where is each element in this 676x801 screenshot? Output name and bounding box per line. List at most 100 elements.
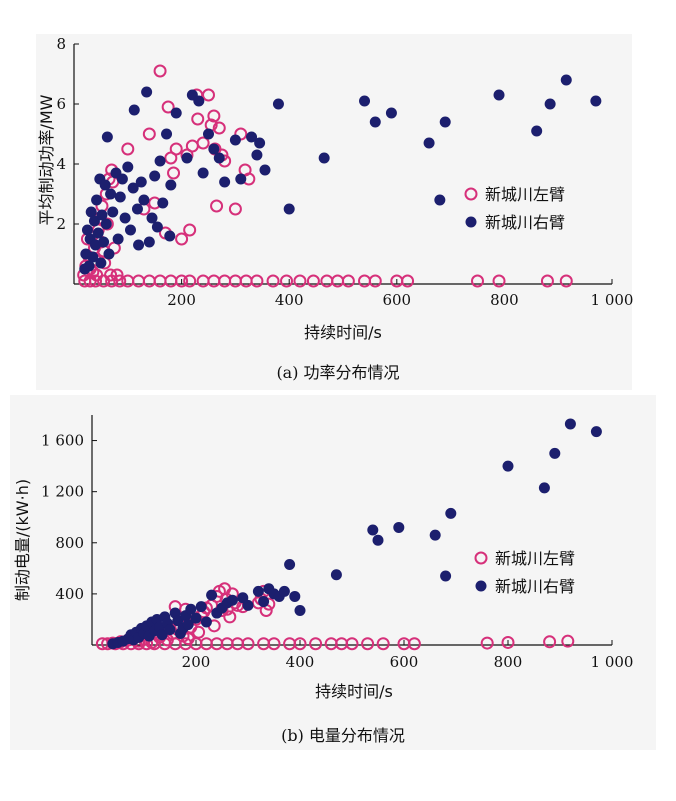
chart-a-point-right <box>229 134 241 146</box>
chart-b-legend-label-left: 新城川左臂 <box>495 549 575 568</box>
chart-b-point-right <box>190 612 202 624</box>
chart-a-point-right <box>101 131 113 143</box>
chart-a-point-right <box>272 98 284 110</box>
chart-a-point-right <box>318 152 330 164</box>
chart-a-point-left <box>331 274 345 288</box>
chart-a-point-left <box>196 274 210 288</box>
chart-b-point-right <box>242 599 254 611</box>
chart-a-point-right <box>283 203 295 215</box>
chart-a-y-ticks: 2 4 6 8 <box>56 35 79 233</box>
chart-a-point-left <box>164 274 178 288</box>
chart-a-point-right <box>203 128 214 140</box>
chart-a-point-right <box>124 224 136 236</box>
chart-a-point-right <box>141 86 153 98</box>
chart-a-point-left <box>132 274 146 288</box>
chart-a-point-left <box>121 274 135 288</box>
chart-b-point-right <box>549 447 561 459</box>
chart-a-point-right <box>544 98 556 110</box>
chart-b: 200 400 600 800 1 000 400 800 1 200 1 600 持续时间/… <box>13 415 633 745</box>
chart-a-point-right <box>114 191 126 203</box>
chart-a-point-left <box>105 274 119 288</box>
chart-b-point-right <box>182 619 194 631</box>
chart-b-point-right <box>156 629 168 641</box>
chart-a-point-right <box>251 149 263 161</box>
chart-a-point-right <box>83 260 95 272</box>
chart-b-y-tick-label: 400 <box>55 585 84 603</box>
chart-b-point-left <box>480 636 494 650</box>
chart-a-point-right <box>213 152 225 164</box>
chart-a-point-right <box>590 95 602 107</box>
chart-b-y-axis-title: 制动电量/(kW·h) <box>13 479 32 601</box>
chart-a-x-tick-label: 800 <box>490 291 519 309</box>
chart-a-point-left <box>169 142 183 156</box>
chart-a-y-tick-label: 2 <box>56 215 66 233</box>
chart-a-point-left <box>97 274 111 288</box>
chart-b-point-right <box>252 585 264 597</box>
chart-b-point-right <box>289 590 301 602</box>
chart-b-point-right <box>206 589 218 601</box>
chart-a-point-left <box>540 274 554 288</box>
chart-a-point-right <box>157 197 169 209</box>
chart-b-point-left <box>267 637 281 651</box>
chart-a-point-right <box>91 194 103 206</box>
chart-a-point-left <box>358 274 372 288</box>
chart-a-point-right <box>259 164 271 176</box>
chart-a-point-right <box>95 257 107 269</box>
chart-a-point-left <box>89 274 103 288</box>
chart-b-point-left <box>309 637 323 651</box>
chart-b-point-right <box>278 585 290 597</box>
chart-a-point-left <box>142 274 156 288</box>
chart-a-point-right <box>128 104 140 116</box>
chart-a-point-left <box>175 232 189 246</box>
chart-a-point-left <box>83 274 97 288</box>
chart-a-legend-marker-right <box>465 216 477 228</box>
chart-a-points <box>77 64 602 288</box>
chart-a-point-right <box>246 131 258 143</box>
chart-b-point-right <box>538 482 550 494</box>
chart-a-legend-label-right: 新城川右臂 <box>485 213 565 232</box>
chart-b-point-left <box>324 637 338 651</box>
chart-b-point-left <box>220 637 234 651</box>
chart-a-point-right <box>151 221 163 233</box>
chart-a-point-right <box>107 206 119 218</box>
chart-a-point-right <box>131 203 143 215</box>
chart-b-point-left <box>241 637 255 651</box>
chart-a-point-left <box>212 121 226 135</box>
chart-a-y-axis-title: 平均制动功率/MW <box>37 94 56 225</box>
chart-a-point-right <box>161 128 173 140</box>
chart-b-point-right <box>284 559 296 570</box>
chart-b-point-left <box>376 637 390 651</box>
chart-b-point-left <box>210 637 224 651</box>
chart-a-point-right <box>133 239 145 251</box>
chart-b-x-tick-label: 800 <box>494 653 523 671</box>
chart-a-point-left <box>113 274 127 288</box>
chart-a-point-right <box>127 182 139 194</box>
chart-b-legend: 新城川左臂 新城川右臂 <box>474 549 575 596</box>
chart-b-point-right <box>564 418 576 430</box>
chart-a-point-right <box>197 167 209 179</box>
chart-a-x-ticks: 200 400 600 800 1 000 <box>167 279 633 309</box>
chart-a-point-right <box>98 236 110 248</box>
chart-b-x-tick-label: 400 <box>286 653 315 671</box>
chart-a-point-left <box>207 109 221 123</box>
chart-a-point-left <box>306 274 320 288</box>
chart-b-point-right <box>429 529 441 541</box>
chart-a-point-right <box>181 152 193 164</box>
chart-a-point-right <box>100 218 112 230</box>
chart-b-point-left <box>223 610 237 624</box>
chart-a-point-left <box>202 88 215 102</box>
chart-b-point-left <box>335 637 349 651</box>
chart-b-point-right <box>393 521 405 533</box>
chart-b-point-left <box>407 637 421 651</box>
chart-a-point-left <box>161 100 175 114</box>
chart-b-point-right <box>367 524 379 536</box>
chart-b-point-right <box>330 569 342 581</box>
chart-a-x-tick-label: 200 <box>167 291 196 309</box>
chart-b-point-right <box>502 460 514 472</box>
chart-a-point-right <box>146 212 158 224</box>
chart-a-point-left <box>142 127 156 141</box>
chart-b-point-left <box>501 635 515 649</box>
chart-a-point-left <box>492 274 506 288</box>
chart-a-legend-marker-left <box>464 187 478 201</box>
